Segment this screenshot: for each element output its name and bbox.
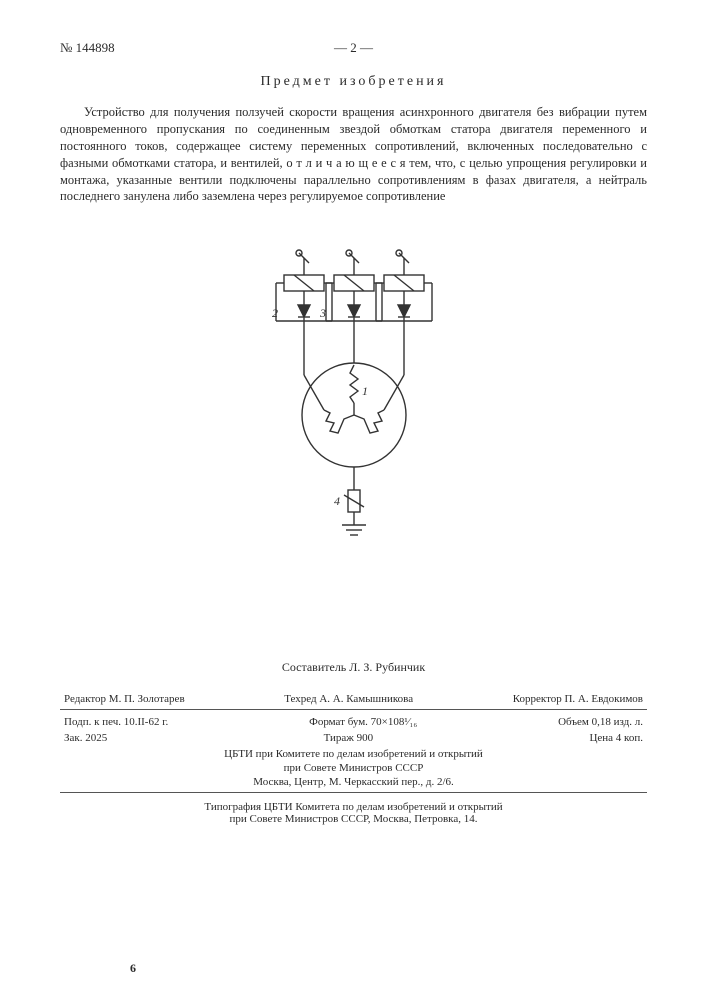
pub-date: Подп. к печ. 10.II-62 г. <box>64 716 168 728</box>
fig-label-4: 4 <box>334 494 340 508</box>
pub-price: Цена 4 коп. <box>589 732 643 744</box>
pub-tirage: Тираж 900 <box>324 732 374 744</box>
pub-order: Зак. 2025 <box>64 732 107 744</box>
pub-org2: при Совете Министров СССР <box>60 762 647 774</box>
corrector: Корректор П. А. Евдокимов <box>513 693 643 705</box>
doc-number: № 144898 <box>60 40 115 56</box>
fig-label-3: 3 <box>319 306 326 320</box>
page-marker: — 2 — <box>334 40 373 56</box>
circuit-diagram: 1 2 3 4 <box>60 245 647 550</box>
compiler-line: Составитель Л. З. Рубинчик <box>60 660 647 675</box>
footer-line2: при Совете Министров СССР, Москва, Петро… <box>60 813 647 825</box>
fig-label-2: 2 <box>272 306 278 320</box>
pub-volume: Объем 0,18 изд. л. <box>558 716 643 728</box>
pub-format: Формат бум. 70×108¹⁄₁₆ <box>309 716 417 728</box>
footer-line1: Типография ЦБТИ Комитета по делам изобре… <box>60 801 647 813</box>
techred: Техред А. А. Камышникова <box>284 693 413 705</box>
divider <box>60 792 647 793</box>
pub-addr: Москва, Центр, М. Черкасский пер., д. 2/… <box>60 776 647 788</box>
corner-page-number: 6 <box>130 961 136 976</box>
divider <box>60 709 647 710</box>
section-title: Предмет изобретения <box>60 74 647 90</box>
pub-org1: ЦБТИ при Комитете по делам изобретений и… <box>60 748 647 760</box>
fig-label-1: 1 <box>362 384 368 398</box>
body-paragraph: Устройство для получения ползучей скорос… <box>60 104 647 205</box>
editor: Редактор М. П. Золотарев <box>64 693 185 705</box>
